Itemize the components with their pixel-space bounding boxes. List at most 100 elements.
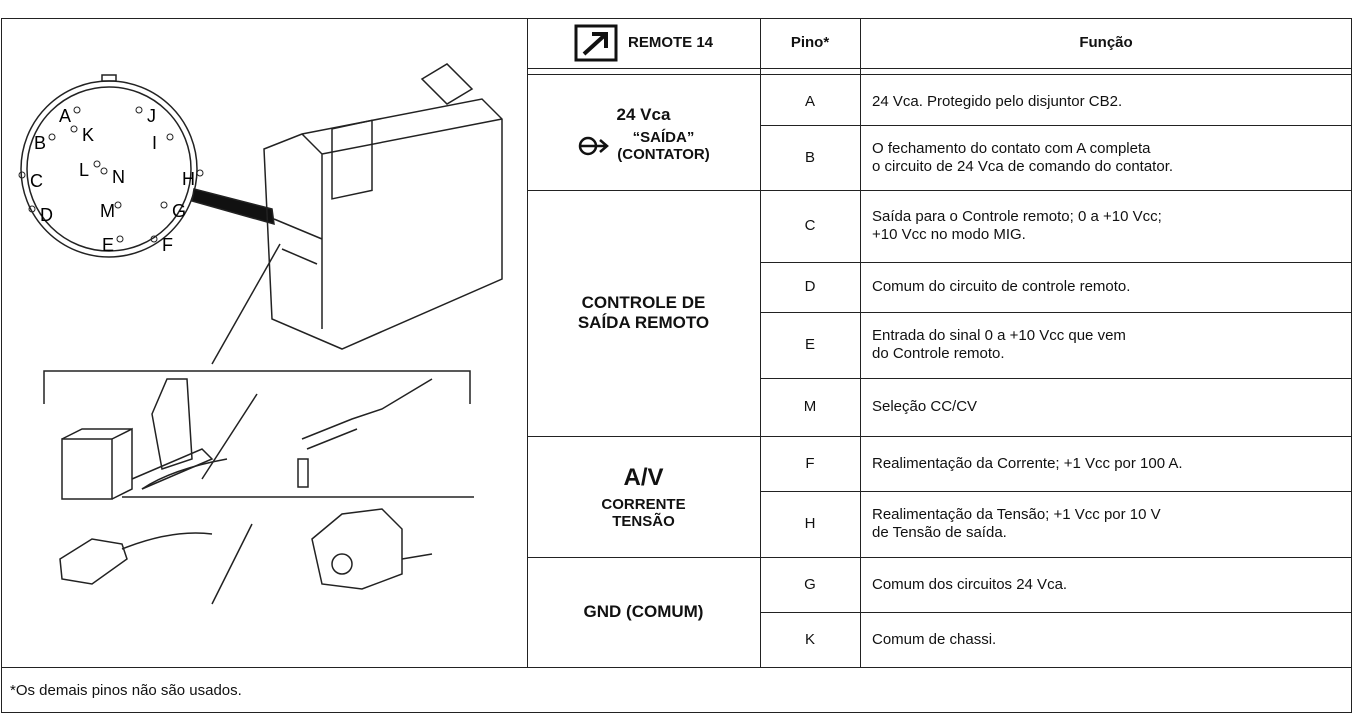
group-line <box>527 190 1352 191</box>
function-line: Comum dos circuitos 24 Vca. <box>872 575 1068 593</box>
function-line: O fechamento do contato com A completa <box>872 139 1151 157</box>
group-line <box>527 436 1352 437</box>
row-line <box>760 125 1352 126</box>
pin-cell: G <box>804 575 816 593</box>
group-subtitle: CORRENTE TENSÃO <box>601 496 685 530</box>
group-title: 24 Vca <box>616 105 671 124</box>
footnote-line <box>1 667 1352 668</box>
pin-dot <box>166 133 174 141</box>
function-cell: Entrada do sinal 0 a +10 Vcc que vem do C… <box>872 312 1344 378</box>
row-line <box>760 262 1352 263</box>
function-line: Comum do circuito de controle remoto. <box>872 278 1131 295</box>
row-line <box>760 491 1352 492</box>
function-cell: 24 Vca. Protegido pelo disjuntor CB2. <box>872 78 1344 125</box>
pin-letter: B <box>34 133 46 153</box>
function-cell: Realimentação da Corrente; +1 Vcc por 10… <box>872 436 1344 491</box>
function-cell: Seleção CC/CV <box>872 378 1344 436</box>
pin-letter: N <box>112 167 125 187</box>
pin-letter: M <box>100 201 115 221</box>
group-subtitle-line: CORRENTE <box>601 495 686 513</box>
header-remote: REMOTE 14 <box>527 18 760 68</box>
pin-dot <box>100 167 108 175</box>
pin-cell: C <box>804 217 816 234</box>
group-title: GND (COMUM) <box>583 602 704 621</box>
function-line: Seleção CC/CV <box>872 398 978 415</box>
pin-letter: F <box>162 235 173 255</box>
function-line: Saída para o Controle remoto; 0 a +10 Vc… <box>872 208 1162 225</box>
header-function: Função <box>1079 34 1133 51</box>
function-line: +10 Vcc no modo MIG. <box>872 226 1026 243</box>
group-subtitle-line: (CONTATOR) <box>617 146 710 163</box>
pin-letter: E <box>102 235 114 255</box>
function-line: o circuito de 24 Vca de comando do conta… <box>872 157 1174 175</box>
pin-dot <box>150 235 158 243</box>
pin-letter: D <box>40 205 53 225</box>
pin-cell: E <box>804 336 815 353</box>
pin-cell: K <box>804 630 815 648</box>
function-cell: Comum de chassi. <box>872 612 1344 667</box>
pin-dot <box>48 133 56 141</box>
group-subtitle-row: CORRENTE TENSÃO <box>601 496 685 530</box>
pin-letter: L <box>79 160 89 180</box>
pin-dot <box>28 205 36 213</box>
row-line <box>760 378 1352 379</box>
group-subtitle: “SAÍDA” (CONTATOR) <box>617 129 709 163</box>
row-line <box>760 612 1352 613</box>
column-line <box>860 18 861 667</box>
pin-dot <box>196 169 204 177</box>
function-cell: Comum dos circuitos 24 Vca. <box>872 557 1344 612</box>
output-symbol <box>579 136 610 156</box>
function-line: de Tensão de saída. <box>872 524 1007 541</box>
function-line: do Controle remoto. <box>872 345 1005 362</box>
group-subtitle-row: “SAÍDA” (CONTATOR) <box>577 129 710 163</box>
pin-cell: M <box>803 398 817 415</box>
header-line <box>527 74 1352 75</box>
function-cell: Saída para o Controle remoto; 0 a +10 Vc… <box>872 190 1344 262</box>
footnote: *Os demais pinos não são usados. <box>10 681 242 699</box>
pin-letter: J <box>147 106 156 126</box>
function-cell: Comum do circuito de controle remoto. <box>872 262 1344 312</box>
remote-icon <box>574 24 618 62</box>
group-subtitle-line: “SAÍDA” <box>632 129 695 146</box>
function-line: 24 Vca. Protegido pelo disjuntor CB2. <box>872 92 1123 110</box>
pin-letter: H <box>182 169 195 189</box>
pin-cell: A <box>804 92 815 110</box>
pin-dot <box>160 201 168 209</box>
pin-cell: H <box>804 515 816 532</box>
group-cell: 24 Vca “SAÍDA” (CONTATOR) <box>527 78 760 190</box>
function-cell: O fechamento do contato com A completa o … <box>872 125 1344 190</box>
group-subtitle-line: TENSÃO <box>612 512 675 530</box>
pin-letter: I <box>152 133 157 153</box>
pin-dot <box>70 125 78 133</box>
group-cell: CONTROLE DE SAÍDA REMOTO <box>527 190 760 436</box>
row-line <box>760 312 1352 313</box>
group-line <box>527 557 1352 558</box>
function-line: Entrada do sinal 0 a +10 Vcc que vem <box>872 327 1126 344</box>
function-line: Realimentação da Corrente; +1 Vcc por 10… <box>872 454 1183 472</box>
pin-cell: B <box>804 148 815 166</box>
column-line <box>527 18 528 667</box>
pin-dot <box>93 160 101 168</box>
pin-cell: D <box>804 278 816 295</box>
group-cell: GND (COMUM) <box>527 557 760 667</box>
pin-dot <box>135 106 143 114</box>
pin-letter: A <box>59 106 71 126</box>
header-text: REMOTE 14 <box>627 34 714 51</box>
pin-dot <box>18 171 26 179</box>
pin-cell: F <box>805 454 815 472</box>
function-cell: Realimentação da Tensão; +1 Vcc por 10 V… <box>872 491 1344 557</box>
illustration: A J B K I C L N H D M G E F <box>18 63 503 605</box>
group-title: A/V <box>623 463 664 491</box>
function-line: Realimentação da Tensão; +1 Vcc por 10 V <box>872 506 1161 523</box>
header-line <box>527 68 1352 69</box>
group-cell: A/V CORRENTE TENSÃO <box>527 436 760 557</box>
pin-letter: C <box>30 171 43 191</box>
pin-letter: G <box>172 201 186 221</box>
frame <box>1 18 1352 713</box>
function-line: Comum de chassi. <box>872 630 997 648</box>
pin-dot <box>114 201 122 209</box>
group-title: SAÍDA REMOTO <box>577 313 710 332</box>
pin-letter: K <box>82 125 94 145</box>
column-line <box>760 18 761 667</box>
